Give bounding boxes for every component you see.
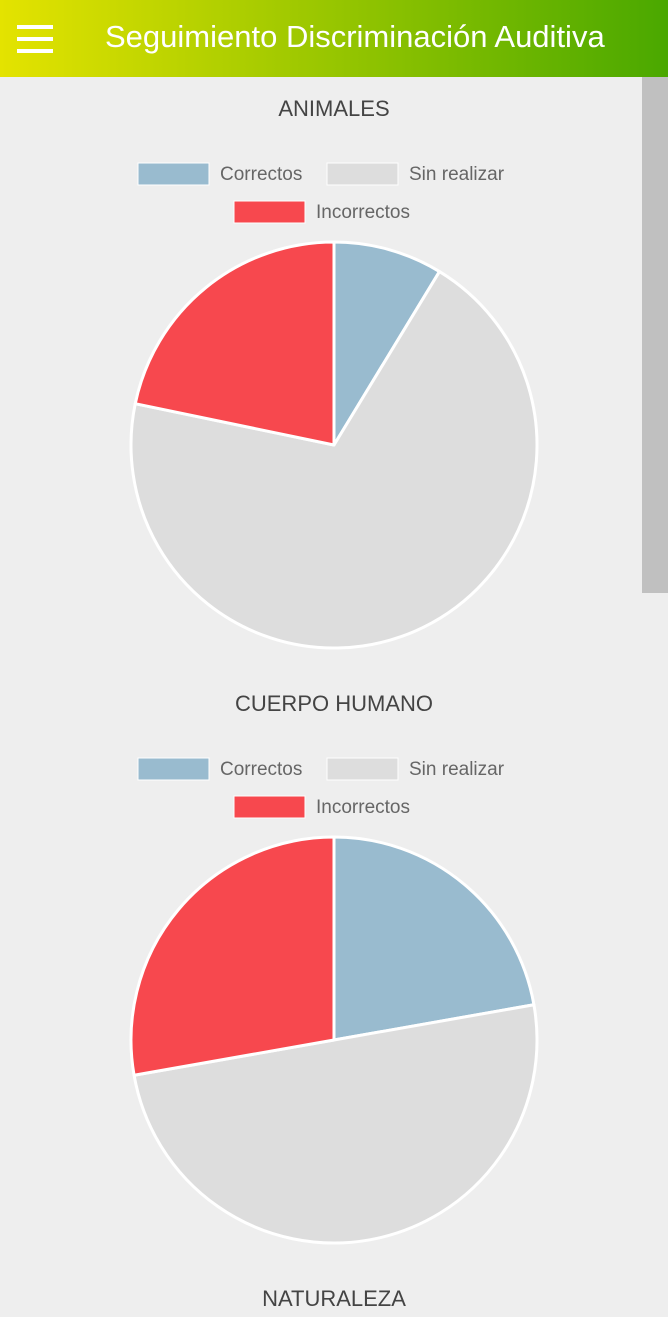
legend-swatch [233, 795, 306, 819]
menu-line [17, 25, 53, 29]
chart-title: NATURALEZA [262, 1286, 406, 1311]
menu-line [17, 37, 53, 41]
legend-label: Correctos [220, 759, 302, 780]
legend-label: Sin realizar [409, 164, 505, 185]
legend-label: Incorrectos [316, 202, 410, 223]
legend-swatch [137, 162, 210, 186]
pie-slice [129, 270, 539, 650]
pie-slice [133, 240, 336, 447]
pie-slice [332, 835, 536, 1042]
legend-swatch [326, 162, 399, 186]
chart-title: CUERPO HUMANO [235, 691, 433, 716]
menu-line [17, 49, 53, 53]
legend-swatch [326, 757, 399, 781]
app-bar [0, 0, 668, 77]
legend-label: Incorrectos [316, 797, 410, 818]
legend-swatch [233, 200, 306, 224]
pie-slice [332, 240, 441, 447]
app-title: Seguimiento Discriminación Auditiva [105, 19, 605, 54]
legend-swatch [137, 757, 210, 781]
pie-slice [132, 1003, 539, 1245]
legend-label: Correctos [220, 164, 302, 185]
scrollbar[interactable] [642, 77, 668, 593]
chart-title: ANIMALES [278, 96, 389, 121]
legend-label: Sin realizar [409, 759, 505, 780]
pie-slice [129, 835, 336, 1077]
menu-button[interactable] [17, 25, 53, 53]
